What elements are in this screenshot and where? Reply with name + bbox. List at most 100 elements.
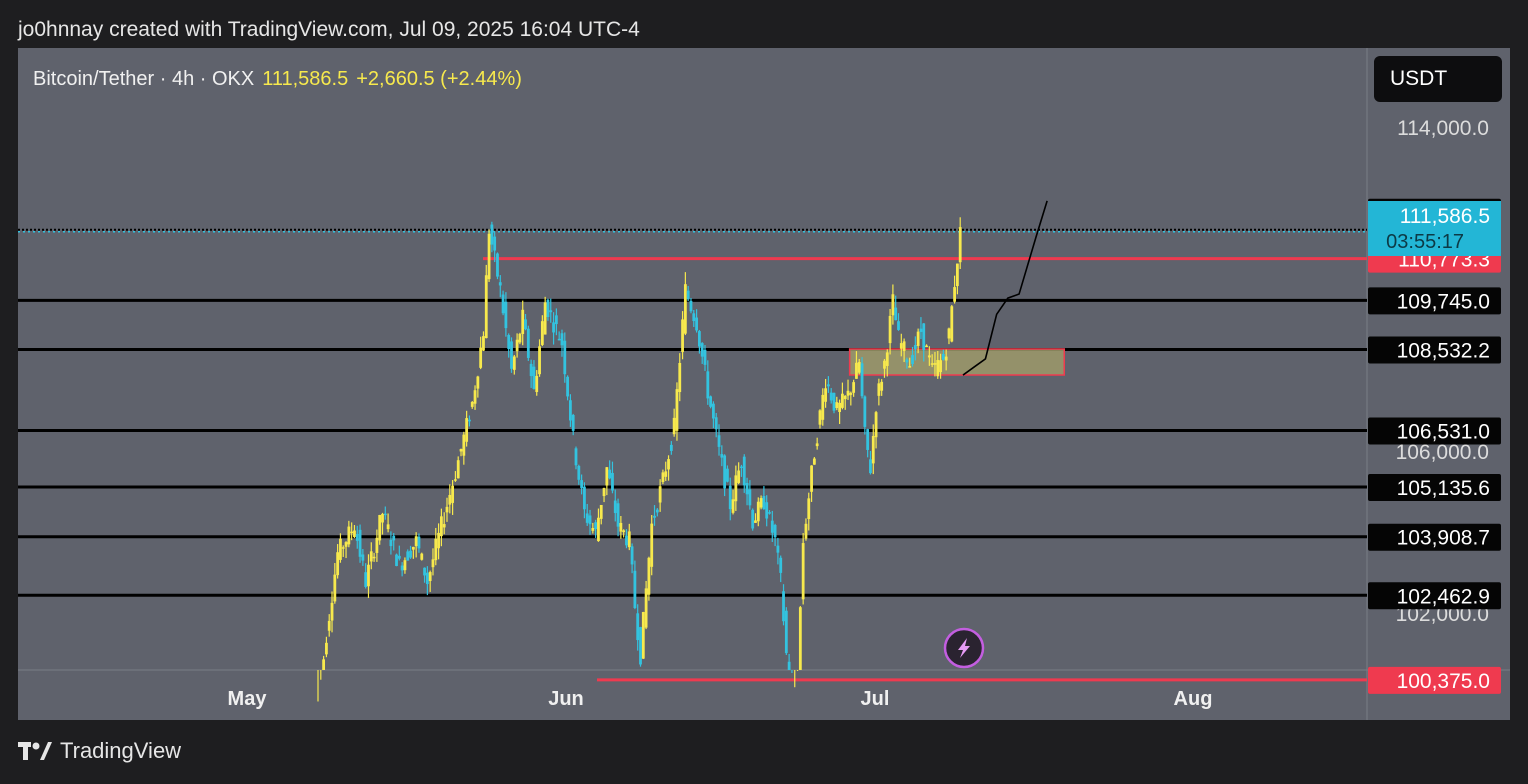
candle-body: [403, 560, 407, 571]
candle-body: [692, 313, 696, 322]
candle-body: [748, 489, 752, 506]
candle-body: [588, 515, 592, 525]
candle-body: [521, 309, 525, 334]
candle-body: [442, 524, 446, 528]
candle-body: [454, 479, 457, 481]
candle-body: [655, 509, 659, 513]
candle-body: [852, 382, 856, 393]
candle-body: [493, 236, 497, 251]
candle-body: [341, 547, 345, 549]
candle-body: [804, 523, 808, 539]
candle-body: [633, 570, 637, 608]
candle-body: [925, 345, 928, 348]
candle-body: [611, 472, 614, 491]
candle-body: [843, 395, 847, 400]
candle-body: [372, 556, 376, 559]
candle-body: [936, 360, 940, 377]
candle-body: [566, 376, 569, 397]
candle-body: [759, 498, 763, 508]
candle-body: [888, 315, 892, 344]
level-label-5: 105,135.6: [1397, 477, 1490, 500]
lightning-bolt-icon: [958, 638, 970, 658]
level-label-bg-3: [1368, 336, 1501, 364]
candle-body: [344, 542, 348, 547]
candle-body: [849, 392, 853, 395]
candle-body: [535, 375, 539, 393]
candle-body: [554, 315, 558, 325]
candle-body: [339, 538, 342, 560]
candle-body: [613, 500, 617, 514]
candle-body: [683, 284, 687, 334]
candle-body: [431, 559, 435, 568]
candle-body: [714, 417, 718, 430]
candles-group: [317, 217, 962, 702]
candle-body: [510, 341, 513, 369]
candle-body: [336, 552, 340, 576]
candle-body: [824, 388, 827, 402]
candle-body: [437, 532, 440, 549]
candle-body: [439, 516, 443, 537]
candle-body: [330, 602, 334, 621]
candle-body: [423, 567, 426, 576]
candle-body: [765, 502, 769, 519]
candle-body: [585, 513, 589, 523]
candle-body: [552, 322, 555, 333]
candle-body: [448, 494, 452, 505]
candle-body: [877, 383, 881, 396]
candle-body: [594, 522, 598, 530]
candle-body: [574, 448, 578, 466]
candle-body: [546, 299, 550, 318]
level-label-6: 103,908.7: [1397, 527, 1490, 550]
candle-body: [661, 472, 665, 483]
candle-body: [947, 328, 951, 339]
candle-body: [425, 572, 429, 585]
candle-body: [939, 360, 942, 373]
candle-body: [821, 394, 825, 420]
candle-body: [322, 659, 326, 670]
candle-body: [855, 362, 858, 379]
candle-body: [507, 335, 511, 350]
candle-body: [885, 352, 889, 366]
candle-body: [720, 454, 724, 458]
last-price: 111,586.5: [262, 68, 349, 90]
candle-body: [664, 471, 668, 477]
candle-body: [784, 610, 788, 654]
candle-body: [383, 513, 387, 516]
candle-body: [591, 528, 595, 531]
candle-body: [905, 359, 909, 363]
candle-body: [468, 419, 471, 422]
candle-body: [706, 371, 710, 399]
level-label-7: 102,462.9: [1397, 585, 1490, 608]
candle-body: [473, 390, 477, 404]
candle-body: [549, 310, 553, 313]
candle-body: [734, 475, 738, 502]
candle-body: [712, 403, 715, 419]
candle-body: [916, 331, 920, 346]
candle-body: [501, 294, 505, 314]
candle-body: [779, 557, 783, 573]
candle-body: [933, 363, 937, 365]
candle-body: [529, 363, 533, 377]
candle-body: [451, 485, 455, 503]
candle-body: [863, 396, 867, 427]
currency-button[interactable]: USDT: [1374, 56, 1502, 102]
candle-body: [686, 290, 690, 300]
level-label-bg-8: [1368, 666, 1501, 694]
candle-body: [953, 287, 956, 302]
candle-body: [482, 336, 485, 351]
candle-body: [927, 355, 931, 358]
candle-body: [773, 524, 777, 538]
candle-body: [866, 429, 870, 450]
candle-body: [369, 551, 373, 562]
candle-body: [392, 535, 396, 541]
candle-body: [515, 339, 519, 352]
candle-body: [703, 349, 707, 365]
candle-body: [487, 233, 491, 280]
candle-body: [532, 366, 536, 389]
candle-body: [756, 501, 760, 522]
candle-body: [860, 363, 864, 397]
candle-body: [894, 307, 898, 321]
chart-panel[interactable]: 114,000.0 106,000.0 102,000.0 May Jun Jul Aug 1…: [18, 48, 1510, 720]
candle-body: [327, 620, 331, 631]
